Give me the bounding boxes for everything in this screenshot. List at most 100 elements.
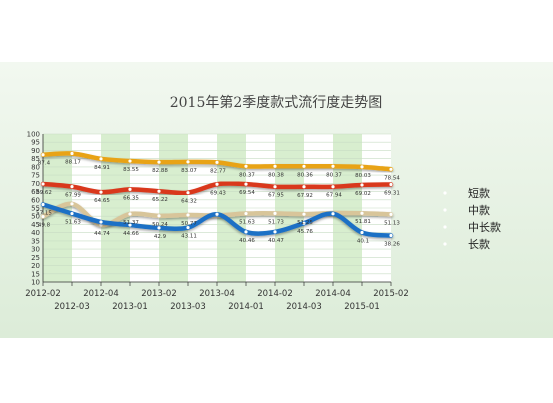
y-tick-label: 65 [31, 188, 40, 196]
y-tick-label: 15 [31, 270, 40, 278]
data-label: 51.25 [297, 220, 313, 226]
legend-label: 长款 [468, 237, 490, 251]
data-label: 40.46 [239, 238, 255, 244]
data-point [128, 212, 132, 216]
data-point [302, 185, 306, 189]
legend-label: 中长款 [468, 220, 501, 234]
data-point [302, 212, 306, 216]
y-tick-label: 95 [31, 139, 40, 147]
x-tick-label: 2014-03 [286, 302, 322, 312]
data-label: 67.95 [268, 193, 284, 199]
legend-label: 中款 [468, 203, 490, 217]
y-tick-label: 30 [31, 246, 40, 254]
data-label: 65.22 [152, 197, 168, 203]
data-point [128, 187, 132, 191]
x-tick-label: 2012-03 [54, 302, 90, 312]
data-point [41, 202, 45, 207]
data-point [128, 223, 132, 227]
data-point [215, 212, 219, 216]
data-point [157, 226, 161, 230]
data-label: 57.15 [36, 210, 52, 216]
data-point [99, 220, 103, 224]
x-tick-label: 2015-01 [344, 302, 380, 312]
data-point [360, 211, 364, 215]
data-point [70, 202, 74, 206]
y-tick-label: 90 [31, 147, 40, 155]
data-label: 50.24 [152, 222, 168, 228]
data-point [99, 157, 103, 161]
data-point [41, 153, 45, 157]
data-label: 69.31 [384, 190, 400, 196]
data-label: 69.43 [210, 190, 226, 196]
data-label: 67.99 [65, 193, 81, 199]
x-tick-label: 2015-02 [373, 289, 409, 299]
data-point [157, 214, 161, 218]
data-point [215, 160, 219, 164]
data-label: 51.81 [355, 219, 371, 225]
y-tick-label: 35 [31, 237, 40, 245]
legend-label: 短款 [468, 186, 490, 200]
series-2 [40, 181, 394, 196]
data-point [389, 182, 393, 187]
data-point [389, 233, 393, 238]
data-point [360, 183, 364, 187]
data-point [273, 211, 277, 215]
data-point [331, 212, 335, 216]
data-point [99, 190, 103, 194]
data-label: 80.37 [326, 172, 342, 178]
y-tick-label: 70 [31, 180, 40, 188]
x-tick-label: 2012-04 [83, 289, 119, 299]
data-label: 80.37 [239, 172, 255, 178]
data-label: 78.54 [384, 175, 400, 181]
data-point [273, 164, 277, 168]
data-label: 40.47 [268, 238, 284, 244]
data-point [360, 230, 364, 235]
data-point [360, 165, 364, 169]
x-tick-label: 2014-04 [315, 289, 351, 299]
data-point [389, 212, 393, 216]
data-label: 67.94 [326, 193, 342, 199]
data-point [186, 225, 190, 230]
data-label: 82.77 [210, 168, 226, 174]
data-point [41, 182, 45, 186]
x-tick-label: 2013-04 [199, 289, 235, 299]
x-tick-label: 2014-01 [228, 302, 264, 312]
chart-title: 2015年第2季度款式流行度走势图 [170, 94, 383, 111]
data-label: 69.02 [355, 191, 371, 197]
legend-item: 短款 [427, 186, 490, 200]
data-point [186, 160, 190, 164]
data-label: 45.76 [297, 229, 313, 235]
legend-item: 中长款 [427, 220, 501, 234]
data-label: 66.35 [123, 195, 139, 201]
y-tick-label: 25 [31, 254, 40, 262]
data-point [157, 160, 161, 164]
data-label: 87.4 [38, 161, 51, 167]
data-point [186, 191, 190, 195]
data-point [157, 189, 161, 193]
data-point [302, 221, 306, 225]
data-label: 64.65 [94, 198, 110, 204]
data-point [128, 159, 132, 163]
data-label: 88.17 [65, 159, 81, 165]
x-tick-label: 2013-02 [141, 289, 177, 299]
data-point [273, 185, 277, 189]
y-tick-label: 40 [31, 229, 40, 237]
data-point [41, 214, 45, 219]
data-label: 83.07 [181, 168, 197, 174]
data-label: 80.03 [355, 173, 371, 179]
data-point [331, 164, 335, 168]
legend-marker [443, 208, 447, 212]
data-label: 84.91 [94, 165, 110, 171]
series-4 [40, 202, 394, 238]
data-label: 64.32 [181, 199, 197, 205]
y-tick-label: 45 [31, 221, 40, 229]
x-tick-label: 2014-02 [257, 289, 293, 299]
legend-marker [443, 191, 447, 195]
data-point [244, 230, 248, 234]
y-tick-label: 85 [31, 155, 40, 163]
y-tick-label: 100 [27, 131, 40, 139]
